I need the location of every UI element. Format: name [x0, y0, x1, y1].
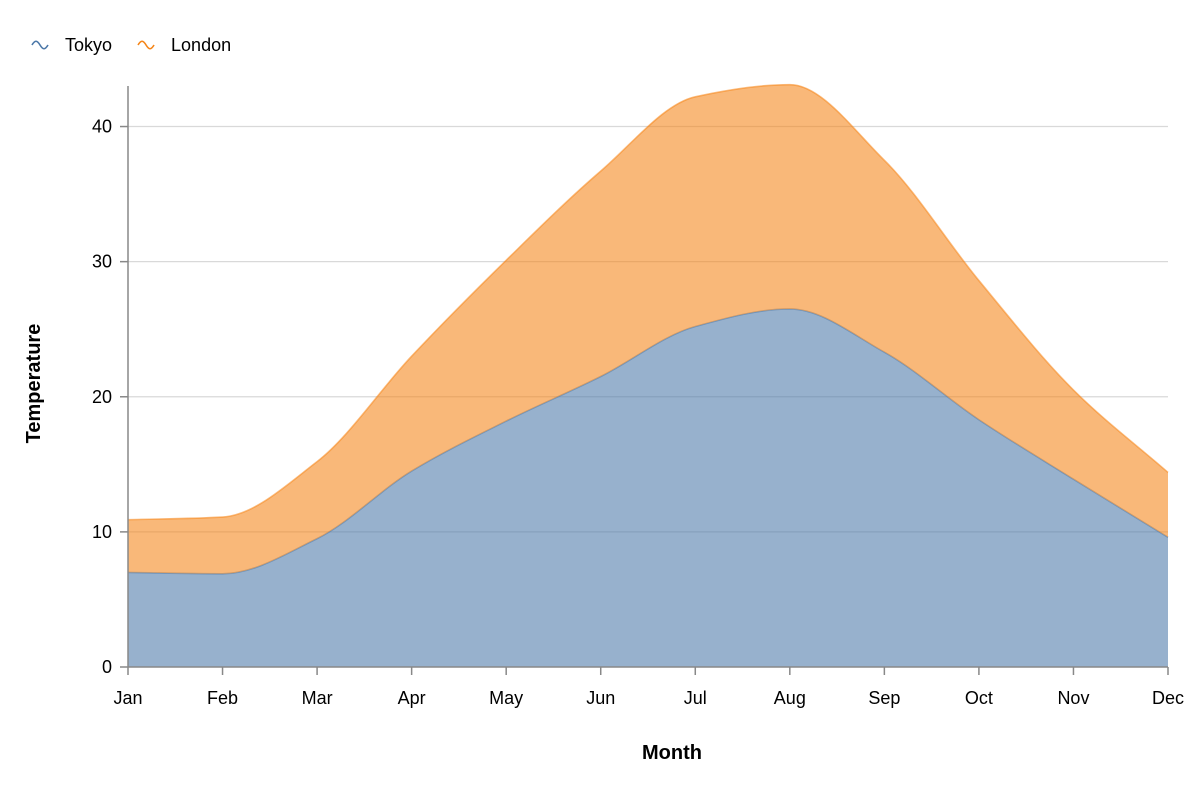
x-tick-label: Aug	[774, 688, 806, 708]
x-tick-label: Feb	[207, 688, 238, 708]
legend-line-icon	[137, 40, 155, 50]
y-tick-label: 20	[92, 387, 112, 407]
line-london	[127, 83, 1169, 521]
area-tokyo[interactable]	[128, 308, 1168, 667]
legend-item-tokyo[interactable]: Tokyo	[31, 35, 112, 55]
x-tick-label: Nov	[1057, 688, 1089, 708]
y-tick-label: 30	[92, 252, 112, 272]
area-london[interactable]	[128, 84, 1168, 574]
x-tick-label: Jul	[684, 688, 707, 708]
y-tick-label: 10	[92, 522, 112, 542]
legend-label: Tokyo	[65, 35, 112, 55]
legend-line-icon	[31, 40, 49, 50]
y-axis-title: Temperature	[23, 324, 45, 444]
legend-item-london[interactable]: London	[137, 35, 231, 55]
x-tick-label: May	[489, 688, 523, 708]
x-tick-label: Oct	[965, 688, 993, 708]
x-tick-label: Jun	[586, 688, 615, 708]
y-tick-label: 0	[102, 657, 112, 677]
axis-layer: 0 10 20 30 40 Jan Feb Mar Apr May Jun Jul Aug Sep Oct N…	[92, 86, 1184, 708]
x-tick-label: Apr	[398, 688, 426, 708]
x-tick-label: Sep	[868, 688, 900, 708]
x-tick-label: Dec	[1152, 688, 1184, 708]
x-tick-label: Jan	[113, 688, 142, 708]
area-layer	[127, 83, 1169, 667]
legend-label: London	[171, 35, 231, 55]
x-axis-title: Month	[642, 742, 702, 764]
legend[interactable]: Tokyo London	[31, 35, 231, 55]
y-tick-label: 40	[92, 117, 112, 137]
x-tick-label: Mar	[302, 688, 333, 708]
